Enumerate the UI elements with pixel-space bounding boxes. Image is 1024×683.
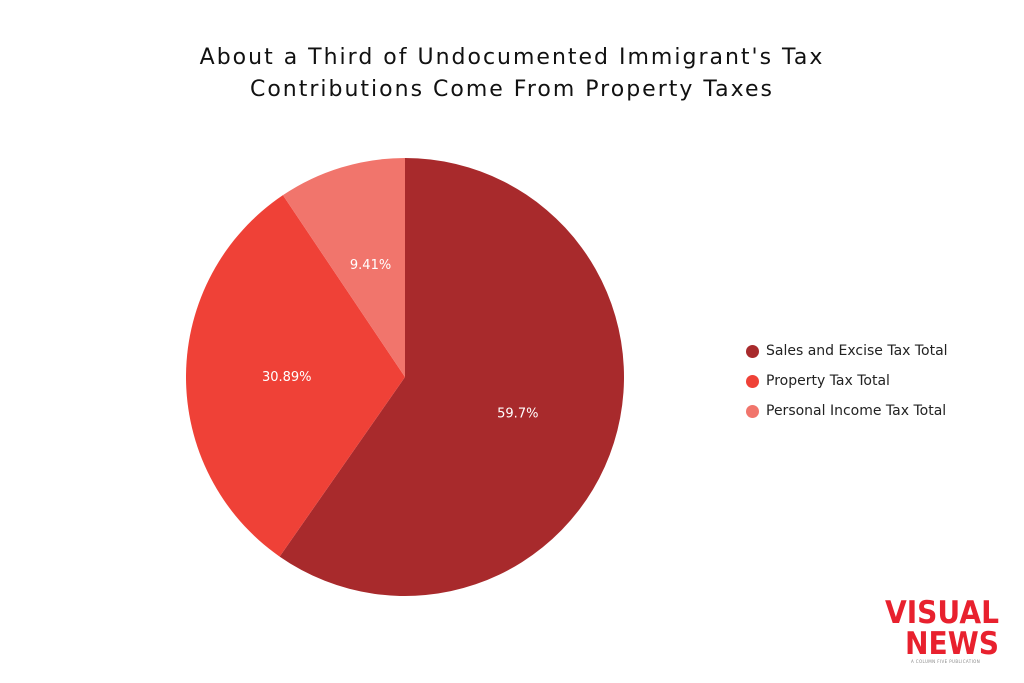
legend-label-2: Personal Income Tax Total <box>766 403 947 419</box>
brand-logo: VISUAL NEWS A COLUMN FIVE PUBLICATION <box>885 596 1005 664</box>
logo-word-1: NEWS <box>905 626 999 658</box>
legend-swatch-1 <box>746 374 759 388</box>
legend-item-0: Sales and Excise Tax Total <box>746 336 948 366</box>
logo-word-0: VISUAL <box>885 596 999 631</box>
legend-item-1: Property Tax Total <box>746 366 948 396</box>
brand-tagline: A COLUMN FIVE PUBLICATION <box>911 659 981 664</box>
pie-slice-0 <box>279 158 625 596</box>
chart-title-line-2: Contributions Come From Property Taxes <box>249 77 775 102</box>
slice-label-1: 30.89% <box>262 370 312 385</box>
legend-item-2: Personal Income Tax Total <box>746 396 948 426</box>
chart-title: About a Third of Undocumented Immigrant'… <box>0 42 1024 106</box>
chart-title-line-1: About a Third of Undocumented Immigrant'… <box>199 45 825 70</box>
pie-slice-1 <box>186 195 405 557</box>
chart-legend: Sales and Excise Tax Total Property Tax T… <box>746 336 948 426</box>
pie-slice-2 <box>282 158 405 377</box>
slice-label-2: 9.41% <box>350 258 391 273</box>
legend-label-0: Sales and Excise Tax Total <box>766 343 948 359</box>
legend-swatch-2 <box>746 404 759 418</box>
slice-label-0: 59.7% <box>497 406 538 421</box>
legend-swatch-0 <box>746 344 759 358</box>
legend-label-1: Property Tax Total <box>766 373 890 389</box>
